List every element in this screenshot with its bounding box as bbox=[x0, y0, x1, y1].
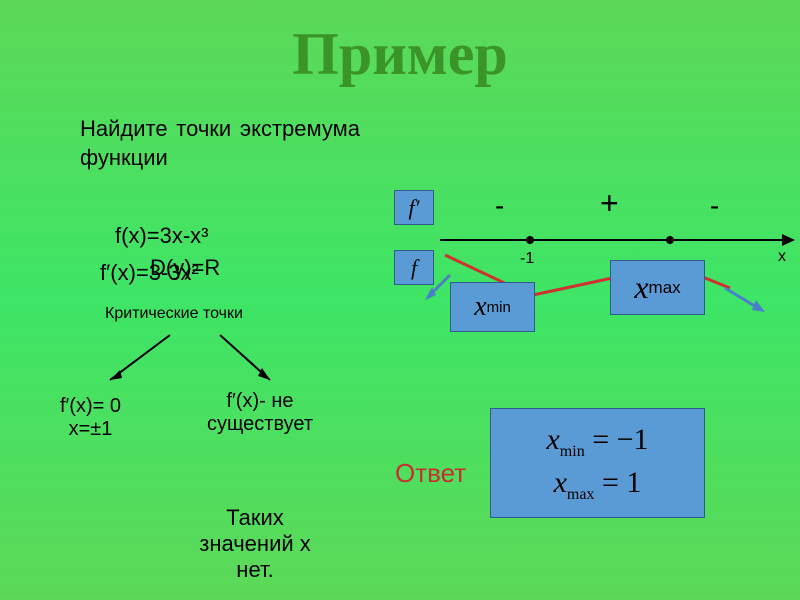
task-text: Найдите точки экстремума функции bbox=[80, 115, 360, 172]
xmax-sub: max bbox=[649, 278, 681, 298]
xmin-box: xmin bbox=[450, 282, 535, 332]
crit-none-line1: f′(x)- не bbox=[190, 390, 330, 413]
fprime-box: f′ bbox=[394, 190, 434, 225]
answer-label: Ответ bbox=[395, 458, 466, 489]
ans1-sub: min bbox=[560, 443, 585, 460]
xmax-var: x bbox=[634, 269, 648, 306]
no-values: Таких значений x нет. bbox=[170, 505, 340, 583]
no-vals-2: значений x bbox=[170, 531, 340, 557]
ans1-var: x bbox=[546, 423, 559, 456]
derivative-def: f′(x)=3-3x² bbox=[100, 260, 199, 286]
slide-title: Пример bbox=[0, 0, 800, 89]
function-def: f(x)=3x-x³ bbox=[115, 223, 209, 249]
ans2-var: x bbox=[554, 466, 567, 499]
critical-points-label: Критические точки bbox=[105, 305, 243, 323]
arrow-left-icon bbox=[100, 330, 180, 390]
xmin-sub: min bbox=[487, 299, 511, 316]
no-vals-1: Таких bbox=[170, 505, 340, 531]
answer-box: xmin = −1 xmax = 1 bbox=[490, 408, 705, 518]
crit-zero-line2: x=±1 bbox=[60, 418, 121, 441]
no-vals-3: нет. bbox=[170, 557, 340, 583]
arrow-right-icon bbox=[210, 330, 290, 390]
crit-none-line2: существует bbox=[190, 413, 330, 436]
sign-plus: + bbox=[600, 185, 619, 222]
crit-zero-line1: f′(x)= 0 bbox=[60, 395, 121, 418]
blue-arrow-right bbox=[720, 280, 770, 320]
crit-none: f′(x)- не существует bbox=[190, 390, 330, 436]
xmax-box: xmax bbox=[610, 260, 705, 315]
x-axis-label: x bbox=[778, 248, 786, 266]
sign-minus-1: - bbox=[495, 190, 504, 222]
sign-minus-2: - bbox=[710, 190, 719, 222]
ans1-eq: = −1 bbox=[585, 423, 649, 456]
xmin-var: x bbox=[474, 291, 486, 323]
answer-line-1: xmin = −1 bbox=[546, 423, 648, 461]
ans2-eq: = 1 bbox=[594, 466, 641, 499]
answer-line-2: xmax = 1 bbox=[554, 466, 642, 504]
ans2-sub: max bbox=[567, 486, 595, 503]
crit-zero: f′(x)= 0 x=±1 bbox=[60, 395, 121, 441]
